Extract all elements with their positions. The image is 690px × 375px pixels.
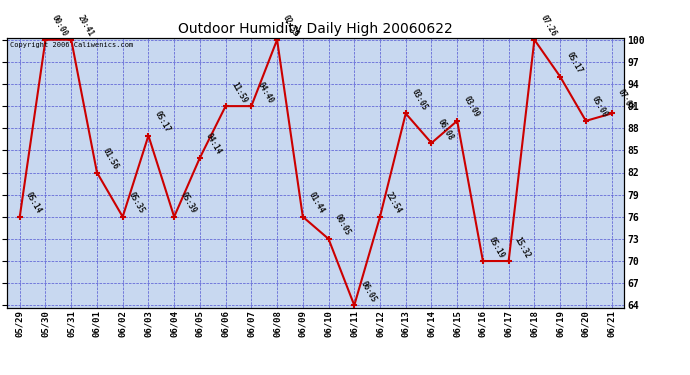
Text: 22:54: 22:54 <box>384 191 404 215</box>
Text: 03:09: 03:09 <box>462 95 481 120</box>
Text: 04:14: 04:14 <box>204 132 224 156</box>
Text: 00:00: 00:00 <box>50 14 69 38</box>
Text: 06:05: 06:05 <box>358 279 378 304</box>
Text: 00:05: 00:05 <box>333 213 352 237</box>
Text: 02:59: 02:59 <box>282 14 301 38</box>
Text: 07:26: 07:26 <box>539 14 558 38</box>
Text: Copyright 2006 Caliwenics.com: Copyright 2006 Caliwenics.com <box>10 42 133 48</box>
Text: 05:17: 05:17 <box>152 110 172 134</box>
Text: 04:40: 04:40 <box>255 80 275 105</box>
Text: 11:59: 11:59 <box>230 80 249 105</box>
Text: 05:00: 05:00 <box>590 95 609 120</box>
Text: 15:32: 15:32 <box>513 235 532 260</box>
Text: 05:35: 05:35 <box>127 191 146 215</box>
Text: 07:02: 07:02 <box>615 88 635 112</box>
Text: 05:39: 05:39 <box>178 191 197 215</box>
Text: 05:19: 05:19 <box>487 235 506 260</box>
Text: 06:08: 06:08 <box>435 117 455 142</box>
Text: 20:41: 20:41 <box>75 14 95 38</box>
Title: Outdoor Humidity Daily High 20060622: Outdoor Humidity Daily High 20060622 <box>178 22 453 36</box>
Text: 01:44: 01:44 <box>307 191 326 215</box>
Text: 05:17: 05:17 <box>564 51 584 75</box>
Text: 03:05: 03:05 <box>410 88 429 112</box>
Text: 05:14: 05:14 <box>24 191 43 215</box>
Text: 01:56: 01:56 <box>101 147 121 171</box>
